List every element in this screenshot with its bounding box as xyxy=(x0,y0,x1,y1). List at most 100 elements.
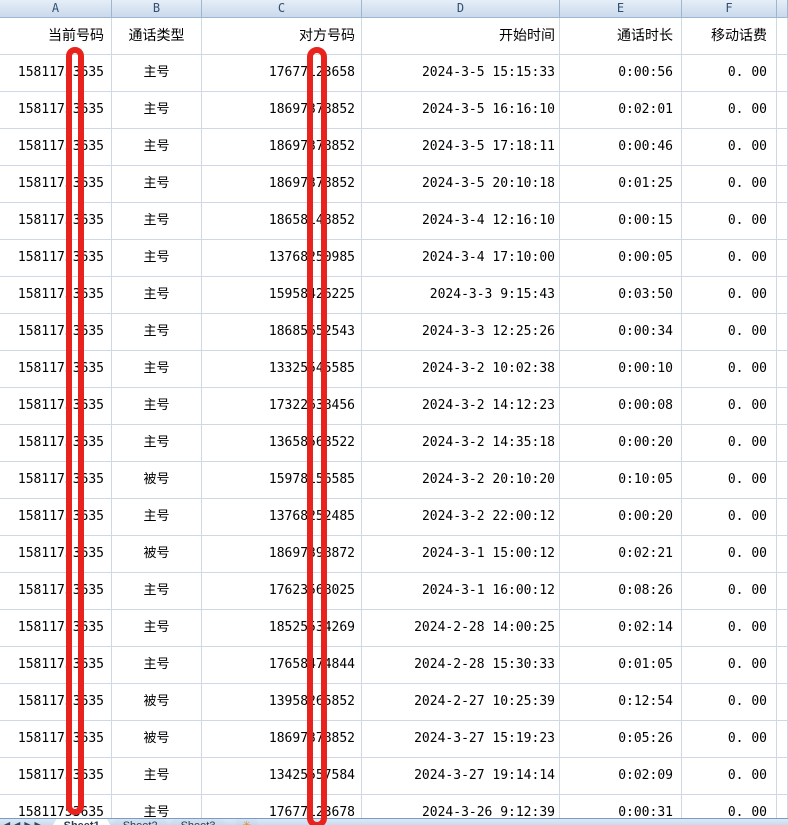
header-cell-empty[interactable] xyxy=(777,18,788,55)
prev-sheet-button[interactable]: ◀ xyxy=(14,820,21,825)
cell-fee[interactable]: 0. 00 xyxy=(682,92,777,129)
cell-empty[interactable] xyxy=(777,203,788,240)
cell-call-type[interactable]: 主号 xyxy=(112,166,202,203)
cell-duration[interactable]: 0:02:01 xyxy=(560,92,682,129)
cell-current-number[interactable]: 15811753635 xyxy=(0,388,112,425)
cell-other-number[interactable]: 18697398872 xyxy=(202,536,362,573)
cell-start-time[interactable]: 2024-3-2 22:00:12 xyxy=(362,499,560,536)
cell-duration[interactable]: 0:00:20 xyxy=(560,425,682,462)
tab-sheet1[interactable]: Sheet1 xyxy=(48,819,115,825)
cell-other-number[interactable]: 18697378852 xyxy=(202,166,362,203)
cell-current-number[interactable]: 15811753635 xyxy=(0,462,112,499)
cell-fee[interactable]: 0. 00 xyxy=(682,314,777,351)
cell-empty[interactable] xyxy=(777,314,788,351)
cell-fee[interactable]: 0. 00 xyxy=(682,351,777,388)
cell-empty[interactable] xyxy=(777,351,788,388)
cell-current-number[interactable]: 15811753635 xyxy=(0,166,112,203)
cell-other-number[interactable]: 18525534269 xyxy=(202,610,362,647)
cell-empty[interactable] xyxy=(777,240,788,277)
cell-fee[interactable]: 0. 00 xyxy=(682,499,777,536)
cell-duration[interactable]: 0:02:14 xyxy=(560,610,682,647)
cell-call-type[interactable]: 主号 xyxy=(112,240,202,277)
cell-fee[interactable]: 0. 00 xyxy=(682,573,777,610)
cell-duration[interactable]: 0:00:56 xyxy=(560,55,682,92)
cell-call-type[interactable]: 主号 xyxy=(112,129,202,166)
cell-duration[interactable]: 0:00:08 xyxy=(560,388,682,425)
cell-duration[interactable]: 0:00:05 xyxy=(560,240,682,277)
cell-empty[interactable] xyxy=(777,55,788,92)
cell-other-number[interactable]: 18685652543 xyxy=(202,314,362,351)
cell-current-number[interactable]: 15811753635 xyxy=(0,203,112,240)
cell-fee[interactable]: 0. 00 xyxy=(682,277,777,314)
header-cell-start-time[interactable]: 开始时间 xyxy=(362,18,560,55)
next-sheet-button[interactable]: ▶ xyxy=(24,820,31,825)
cell-duration[interactable]: 0:01:05 xyxy=(560,647,682,684)
cell-duration[interactable]: 0:02:21 xyxy=(560,536,682,573)
cell-call-type[interactable]: 主号 xyxy=(112,277,202,314)
cell-start-time[interactable]: 2024-3-5 15:15:33 xyxy=(362,55,560,92)
cell-other-number[interactable]: 18658148852 xyxy=(202,203,362,240)
cell-other-number[interactable]: 18697378852 xyxy=(202,92,362,129)
cell-start-time[interactable]: 2024-2-28 14:00:25 xyxy=(362,610,560,647)
cell-current-number[interactable]: 15811753635 xyxy=(0,92,112,129)
cell-other-number[interactable]: 13325545585 xyxy=(202,351,362,388)
cell-duration[interactable]: 0:02:09 xyxy=(560,758,682,795)
cell-start-time[interactable]: 2024-3-5 20:10:18 xyxy=(362,166,560,203)
cell-start-time[interactable]: 2024-2-27 10:25:39 xyxy=(362,684,560,721)
cell-call-type[interactable]: 主号 xyxy=(112,92,202,129)
cell-duration[interactable]: 0:00:31 xyxy=(560,795,682,825)
cell-start-time[interactable]: 2024-3-2 14:12:23 xyxy=(362,388,560,425)
cell-fee[interactable]: 0. 00 xyxy=(682,610,777,647)
column-header-f[interactable]: F xyxy=(682,0,777,17)
cell-fee[interactable]: 0. 00 xyxy=(682,721,777,758)
cell-start-time[interactable]: 2024-3-3 12:25:26 xyxy=(362,314,560,351)
cell-duration[interactable]: 0:00:15 xyxy=(560,203,682,240)
first-sheet-button[interactable]: ◀ xyxy=(4,820,11,825)
cell-empty[interactable] xyxy=(777,758,788,795)
cell-other-number[interactable]: 17677123658 xyxy=(202,55,362,92)
cell-call-type[interactable]: 主号 xyxy=(112,573,202,610)
cell-current-number[interactable]: 15811753635 xyxy=(0,277,112,314)
cell-empty[interactable] xyxy=(777,166,788,203)
column-header-a[interactable]: A xyxy=(0,0,112,17)
cell-current-number[interactable]: 15811753635 xyxy=(0,240,112,277)
column-header-b[interactable]: B xyxy=(112,0,202,17)
cell-start-time[interactable]: 2024-3-5 16:16:10 xyxy=(362,92,560,129)
cell-duration[interactable]: 0:00:34 xyxy=(560,314,682,351)
column-header-g[interactable] xyxy=(777,0,788,17)
column-header-e[interactable]: E xyxy=(560,0,682,17)
cell-empty[interactable] xyxy=(777,499,788,536)
cell-duration[interactable]: 0:10:05 xyxy=(560,462,682,499)
cell-other-number[interactable]: 15958426225 xyxy=(202,277,362,314)
cell-call-type[interactable]: 主号 xyxy=(112,314,202,351)
header-cell-call-type[interactable]: 通话类型 xyxy=(112,18,202,55)
cell-current-number[interactable]: 15811753635 xyxy=(0,55,112,92)
cell-start-time[interactable]: 2024-3-5 17:18:11 xyxy=(362,129,560,166)
cell-fee[interactable]: 0. 00 xyxy=(682,203,777,240)
cell-other-number[interactable]: 13768250985 xyxy=(202,240,362,277)
cell-current-number[interactable]: 15811753635 xyxy=(0,647,112,684)
cell-start-time[interactable]: 2024-3-4 12:16:10 xyxy=(362,203,560,240)
cell-fee[interactable]: 0. 00 xyxy=(682,647,777,684)
cell-start-time[interactable]: 2024-3-1 16:00:12 xyxy=(362,573,560,610)
cell-start-time[interactable]: 2024-3-3 9:15:43 xyxy=(362,277,560,314)
column-header-d[interactable]: D xyxy=(362,0,560,17)
cell-empty[interactable] xyxy=(777,721,788,758)
cell-call-type[interactable]: 被号 xyxy=(112,536,202,573)
cell-other-number[interactable]: 13658568522 xyxy=(202,425,362,462)
cell-empty[interactable] xyxy=(777,573,788,610)
cell-fee[interactable]: 0. 00 xyxy=(682,55,777,92)
cell-fee[interactable]: 0. 00 xyxy=(682,425,777,462)
cell-start-time[interactable]: 2024-2-28 15:30:33 xyxy=(362,647,560,684)
cell-empty[interactable] xyxy=(777,684,788,721)
cell-duration[interactable]: 0:05:26 xyxy=(560,721,682,758)
cell-fee[interactable]: 0. 00 xyxy=(682,795,777,825)
cell-current-number[interactable]: 15811753635 xyxy=(0,721,112,758)
cell-call-type[interactable]: 被号 xyxy=(112,462,202,499)
cell-fee[interactable]: 0. 00 xyxy=(682,240,777,277)
cell-duration[interactable]: 0:03:50 xyxy=(560,277,682,314)
cell-empty[interactable] xyxy=(777,277,788,314)
tab-sheet3[interactable]: Sheet3 xyxy=(165,819,231,825)
cell-duration[interactable]: 0:08:26 xyxy=(560,573,682,610)
cell-duration[interactable]: 0:12:54 xyxy=(560,684,682,721)
